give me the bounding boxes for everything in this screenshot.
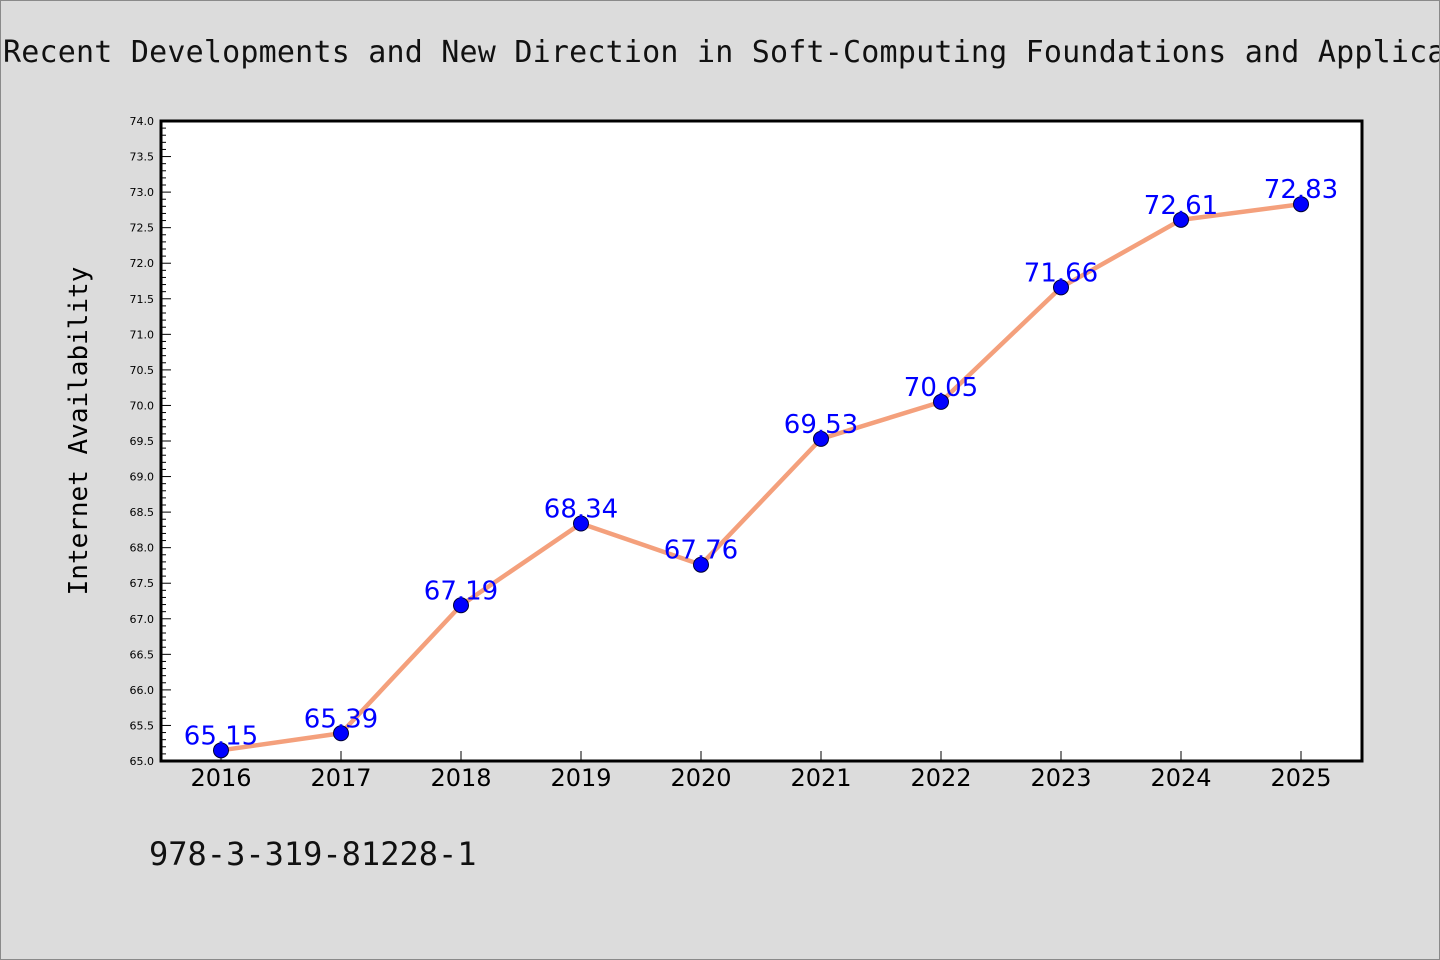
y-tick-label: 73.0: [130, 186, 155, 199]
plot-area: [161, 121, 1362, 761]
plot-frame: [159, 119, 1364, 763]
data-point: [693, 556, 709, 573]
data-label: 68.34: [544, 494, 618, 524]
data-label: 72.83: [1264, 175, 1338, 205]
y-tick-label: 65.0: [130, 755, 155, 768]
y-tick-label: 66.0: [130, 684, 155, 697]
y-tick-label: 69.0: [130, 471, 155, 484]
y-tick-label: 74.0: [130, 115, 155, 128]
data-point: [813, 430, 829, 447]
y-tick-label: 67.0: [130, 613, 155, 626]
y-tick-label: 72.5: [130, 222, 155, 235]
y-tick-label: 71.5: [130, 293, 155, 306]
x-tick-label: 2024: [1150, 764, 1211, 792]
data-point: [933, 393, 949, 410]
chart-title: Recent Developments and New Direction in…: [3, 35, 1440, 70]
y-tick-label: 65.5: [130, 719, 155, 732]
data-point: [1293, 196, 1309, 213]
data-label: 70.05: [904, 373, 978, 403]
data-label: 67.19: [424, 576, 498, 606]
y-tick-label: 70.5: [130, 364, 155, 377]
y-tick-label: 66.5: [130, 648, 155, 661]
x-tick-label: 2025: [1270, 764, 1331, 792]
x-tick-label: 2021: [790, 764, 851, 792]
data-point: [1053, 279, 1069, 296]
x-tick-label: 2018: [430, 764, 491, 792]
x-tick-label: 2016: [190, 764, 251, 792]
y-tick-label: 71.0: [130, 328, 155, 341]
x-tick-label: 2017: [310, 764, 371, 792]
y-tick-label: 73.5: [130, 151, 155, 164]
data-point: [453, 597, 469, 614]
y-tick-label: 70.0: [130, 399, 155, 412]
data-point: [333, 725, 349, 742]
data-label: 69.53: [784, 410, 858, 440]
data-label: 65.15: [184, 721, 258, 751]
data-label: 65.39: [304, 704, 378, 734]
data-point: [1173, 211, 1189, 228]
data-label: 67.76: [664, 536, 738, 566]
series-line: [218, 201, 1304, 753]
x-tick-label: 2023: [1030, 764, 1091, 792]
isbn-text: 978-3-319-81228-1: [149, 835, 477, 873]
y-tick-label: 72.0: [130, 257, 155, 270]
y-tick-label: 68.0: [130, 542, 155, 555]
y-axis-label: Internet Availability: [64, 267, 94, 596]
data-label: 72.61: [1144, 191, 1218, 221]
y-tick-label: 68.5: [130, 506, 155, 519]
data-label: 71.66: [1024, 258, 1098, 288]
y-tick-label: 67.5: [130, 577, 155, 590]
data-point: [573, 515, 589, 532]
x-tick-label: 2019: [550, 764, 611, 792]
y-tick-label: 69.5: [130, 435, 155, 448]
data-point: [213, 742, 229, 759]
x-tick-label: 2020: [670, 764, 731, 792]
x-tick-label: 2022: [910, 764, 971, 792]
